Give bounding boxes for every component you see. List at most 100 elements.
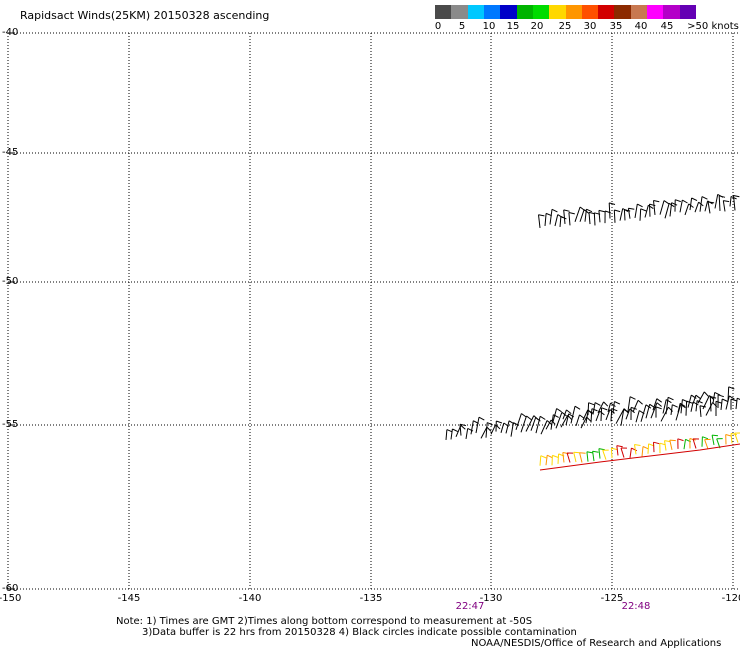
wind-barb [662, 399, 667, 414]
wind-barb [554, 214, 559, 227]
wind-barb [450, 428, 453, 440]
wind-barb-swaths [445, 193, 740, 471]
wind-barb [722, 200, 726, 212]
wind-barb [595, 410, 601, 422]
color-scale-label: 10 [482, 21, 496, 32]
color-scale-label: >50 knots [687, 21, 739, 32]
lon-label-120: -120 [721, 593, 740, 604]
color-scale-label: 20 [530, 21, 544, 32]
wind-barb [605, 409, 611, 421]
wind-barb-flag [487, 422, 493, 426]
wind-barb [712, 392, 716, 404]
wind-barb [727, 386, 730, 402]
wind-barb [563, 209, 566, 224]
wind-barb [647, 443, 650, 454]
wind-barb [459, 424, 462, 436]
wind-barb-flag [592, 450, 599, 453]
wind-barb [692, 438, 697, 449]
wind-barb [490, 424, 497, 435]
lon-label-125: -125 [600, 593, 624, 604]
wind-barb [653, 442, 655, 453]
wind-barb-flag [614, 401, 621, 405]
wind-barb-flag [561, 411, 567, 417]
wind-barb [559, 216, 562, 227]
wind-barb-flag [556, 408, 562, 413]
wind-barb-flag [563, 209, 570, 212]
color-scale-label: 15 [506, 21, 520, 32]
wind-barb-flag [550, 419, 556, 425]
wind-barb-flag [719, 195, 726, 198]
wind-barb [545, 419, 552, 430]
lat-label-40: -40 [2, 27, 19, 38]
wind-barb-flag [588, 211, 595, 215]
wind-barb [644, 205, 649, 218]
wind-barb [685, 401, 688, 416]
wind-barb [586, 451, 589, 462]
wind-barb [538, 214, 541, 228]
wind-barb [465, 428, 469, 440]
wind-barb-flag [725, 434, 732, 437]
color-scale-label: 45 [660, 21, 674, 32]
wind-barb [634, 204, 638, 219]
wind-barb [679, 200, 683, 213]
wind-barb [669, 202, 673, 217]
swath-edge [539, 443, 740, 471]
wind-barb-flag [546, 454, 553, 459]
color-scale-label: 5 [458, 21, 466, 32]
wind-barb-flag [446, 429, 453, 433]
wind-barb-flag [695, 394, 702, 400]
color-swatch [663, 5, 680, 19]
color-swatch [467, 5, 484, 19]
wind-barb [620, 447, 625, 458]
wind-barb [613, 209, 616, 223]
longitude-gridlines [128, 33, 734, 589]
color-swatch [500, 5, 517, 19]
wind-barb [505, 420, 510, 434]
color-swatch [516, 5, 533, 19]
wind-barb [525, 415, 535, 432]
wind-barb-flag [682, 199, 688, 204]
wind-barb-flag [637, 399, 643, 405]
wind-barb-flag [609, 202, 616, 205]
wind-barb [692, 395, 697, 404]
wind-barb [683, 439, 686, 450]
wind-barb [632, 400, 639, 413]
wind-barb-flag [551, 208, 558, 213]
wind-barb [592, 451, 595, 462]
wind-barb [619, 208, 624, 221]
wind-barb [665, 397, 669, 415]
wind-barb-flag [656, 402, 662, 407]
color-swatch [451, 5, 468, 19]
wind-barb [562, 409, 567, 420]
wind-barb-flag [655, 406, 662, 410]
wind-barb-flag [573, 451, 580, 454]
wind-barb-flag [637, 203, 643, 208]
wind-barb [510, 422, 514, 437]
latitude-gridlines [8, 152, 740, 426]
time-label-2247: 22:47 [455, 601, 485, 612]
wind-barb-flag [574, 405, 581, 410]
wind-barb [714, 194, 719, 209]
wind-barb [725, 395, 730, 410]
wind-barb-flag [672, 404, 678, 408]
wind-barb [623, 209, 626, 221]
wind-barb [575, 414, 580, 426]
wind-barb [635, 410, 640, 423]
color-swatch [598, 5, 615, 19]
wind-barb [582, 409, 589, 421]
note-line-2: 3)Data buffer is 22 hrs from 20150328 4)… [142, 627, 577, 638]
wind-barb-flag [540, 455, 547, 459]
wind-barb-flag [642, 446, 649, 450]
lon-label-140: -140 [238, 593, 262, 604]
wind-barb [730, 433, 733, 444]
wind-barb [535, 416, 541, 434]
wind-barb [612, 401, 615, 414]
wind-barb-flag [688, 203, 694, 208]
color-swatch [679, 5, 696, 19]
wind-barb [562, 452, 565, 463]
wind-barb-flag [733, 195, 740, 198]
wind-barb [649, 204, 651, 217]
wind-barb [660, 406, 669, 422]
wind-barb [598, 210, 601, 223]
